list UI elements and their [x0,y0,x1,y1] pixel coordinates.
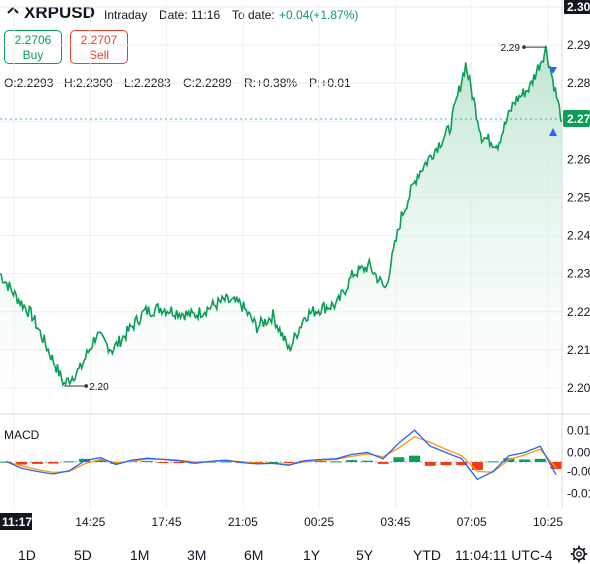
current-price-tag [563,110,590,127]
x-tick-label: 03:45 [380,515,410,529]
date-label: Date: 11:16 [159,8,221,22]
low-annotation: 2.20 [89,382,109,393]
y-tick-label: 2.24 [567,229,590,243]
macd-label: MACD [4,428,40,442]
current-price-label: 2.27 [567,112,590,126]
macd-histogram-bar [456,462,468,466]
macd-histogram-bar [157,462,169,463]
macd-histogram-bar [267,462,279,463]
range-1y[interactable]: 1Y [303,547,321,563]
macd-histogram-bar [63,461,75,463]
range-3m[interactable]: 3M [187,547,207,563]
x-tick-label: 21:05 [228,515,258,529]
y-tick-label: 2.22 [567,305,590,319]
range-1m[interactable]: 1M [130,547,150,563]
macd-histogram-bar [377,462,389,464]
macd-histogram-bar [487,461,499,463]
macd-histogram-bar [47,462,59,464]
clock-readout: 11:04:11 UTC-4 [455,547,553,563]
macd-y-tick-label: 0.00 [567,446,590,460]
y-top-tick-bg [564,0,590,14]
collapse-chevron-icon[interactable] [6,4,20,18]
range-1d[interactable]: 1D [18,547,36,563]
x-tick-label: 00:25 [304,515,334,529]
x-tick-label: 11:17 [2,515,32,529]
sell-label: Sell [88,48,109,62]
y-tick-label: 2.28 [567,76,590,90]
range-6m[interactable]: 6M [244,547,264,563]
macd-histogram-bar [173,462,185,463]
macd-signal-line [5,435,557,474]
macd-histogram-bar [94,460,106,462]
buy-signal-triangle-icon [549,128,557,136]
macd-histogram-bar [16,462,28,465]
price-line [0,45,563,387]
macd-histogram-bar [424,462,436,466]
range-ytd[interactable]: YTD [413,547,441,563]
macd-histogram-bar [251,462,263,463]
macd-histogram-bar [330,461,342,463]
macd-histogram-bar [471,462,483,470]
y-tick-label: 2.25 [567,190,590,204]
interval-label: Intraday [104,8,148,22]
x-tick-label: 17:45 [152,515,182,529]
buy-label: Buy [22,48,44,62]
y-top-tick-label: 2.30 [567,0,590,14]
y-tick-label: 2.29 [567,38,590,52]
macd-histogram-bar [314,461,326,463]
macd-histogram-bar [409,455,421,462]
macd-histogram-bar [550,462,562,469]
buy-price: 2.2706 [14,33,52,47]
macd-histogram-bar [31,462,43,464]
macd-y-tick-label: 0.01 [567,423,590,437]
macd-histogram-bar [346,460,358,462]
sell-signal-triangle-icon [549,67,557,74]
y-tick-label: 2.23 [567,267,590,281]
chart-header: XRPUSD Intraday Date: 11:16 To date: +0.… [0,0,590,28]
x-tick-label: 07:05 [457,515,487,529]
macd-histogram-bar [393,457,405,462]
low-marker-dot [84,384,89,388]
x-current-tick-bg [0,513,32,530]
macd-y-tick-label: -0.01 [567,487,590,501]
macd-histogram-bar [534,458,546,462]
high-annotation: 2.29 [500,43,520,54]
range-5y[interactable]: 5Y [356,547,374,563]
macd-histogram-bar [440,462,452,466]
high-marker-dot [522,45,526,49]
macd-histogram-bar [283,462,295,463]
macd-histogram-bar [141,461,153,463]
x-tick-label: 10:25 [533,515,563,529]
macd-histogram-bar [519,459,531,462]
chart-canvas[interactable]: 2.29 2.20 2.30 2.29 2.28 2.27 2.26 2.25 2.24 2.2… [0,0,590,540]
macd-histogram-bar [220,461,232,463]
macd-line [5,429,557,481]
price-area-fill [0,45,562,415]
y-tick-label: 2.21 [567,343,590,357]
gear-icon[interactable] [570,545,588,563]
macd-histogram-bar [361,460,373,462]
macd-y-tick-label: -0.00 [567,465,590,479]
x-tick-label: 14:25 [75,515,105,529]
symbol-title: XRPUSD [24,3,95,22]
y-tick-label: 2.26 [567,152,590,166]
range-5d[interactable]: 5D [74,547,92,563]
y-tick-label: 2.20 [567,381,590,395]
